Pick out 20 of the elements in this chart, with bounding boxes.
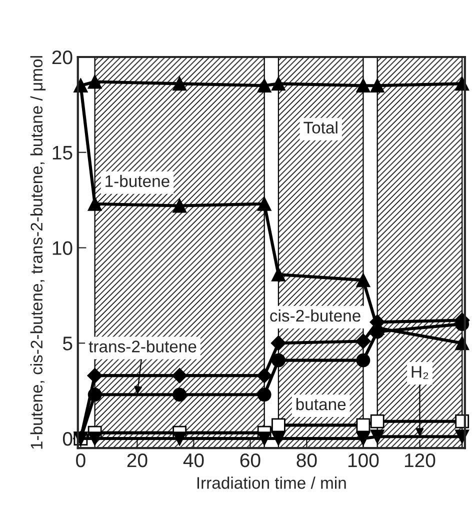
x-tick-label: 100	[348, 453, 379, 468]
x-tick-label: 60	[240, 453, 260, 468]
x-tick-label: 0	[76, 453, 86, 468]
annotation: Total	[304, 121, 338, 134]
x-tick-label: 40	[183, 453, 204, 468]
annotation: trans-2-butene	[88, 340, 196, 352]
y-tick-label: 15	[52, 146, 72, 160]
annotation: 1-butene	[106, 174, 170, 188]
y-tick-label: 10	[52, 241, 72, 255]
y-tick-label: 0	[62, 432, 72, 446]
annotation: H₂	[412, 366, 428, 380]
y-tick-label: 20	[52, 50, 72, 64]
y-tick-label: 5	[62, 336, 72, 350]
y-axis-title: 1-butene, cis-2-butene, trans-2-butene, butane / μmol	[30, 56, 46, 449]
annotation: butane	[296, 398, 346, 410]
x-tick-label: 20	[127, 453, 148, 468]
annotation: cis-2-butene	[270, 309, 360, 322]
x-axis-title: Irradiation time / min	[197, 476, 346, 489]
x-tick-label: 120	[404, 453, 436, 468]
x-tick-label: 80	[296, 453, 317, 468]
